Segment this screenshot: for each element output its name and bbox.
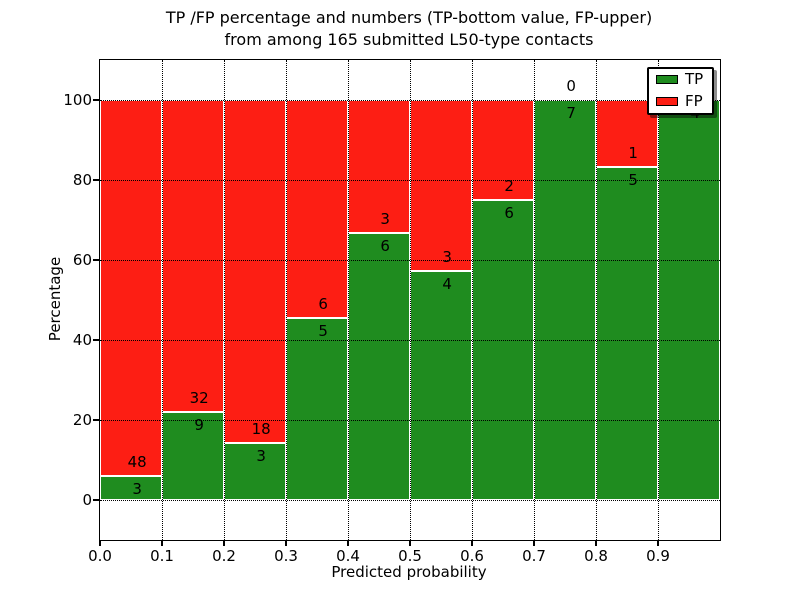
fp-count-label: 0 — [566, 77, 576, 95]
bar-segment-fp — [410, 100, 472, 272]
tp-count-label: 9 — [194, 416, 204, 435]
fp-count-label: 2 — [504, 177, 514, 195]
x-tick-label: 0.1 — [150, 547, 174, 565]
bar-segment-tp — [224, 442, 286, 500]
v-gridline — [410, 60, 411, 540]
tp-count-label: 6 — [380, 237, 390, 256]
bar-segment-tp — [596, 166, 658, 500]
x-tick — [161, 540, 163, 546]
v-gridline — [348, 60, 349, 540]
x-tick — [223, 540, 225, 546]
v-gridline — [596, 60, 597, 540]
chart-title: TP /FP percentage and numbers (TP-bottom… — [99, 7, 719, 51]
x-tick-label: 0.6 — [460, 547, 484, 565]
legend-label-tp: TP — [685, 70, 704, 88]
fp-count-label: 1 — [628, 143, 638, 162]
bar-segment-fp — [162, 100, 224, 413]
tp-count-label: 6 — [504, 204, 514, 222]
y-tick — [93, 259, 100, 261]
bar-segment-tp — [100, 476, 162, 500]
fp-count-label: 3 — [380, 210, 390, 229]
y-tick-label: 40 — [72, 331, 92, 349]
y-tick — [93, 179, 100, 181]
x-tick — [99, 540, 101, 546]
bar-segment-tp — [658, 100, 720, 500]
tp-count-label: 5 — [628, 170, 638, 189]
tp-count-label: 5 — [318, 322, 328, 341]
fp-count-label: 48 — [127, 453, 147, 472]
v-gridline — [286, 60, 287, 540]
legend-swatch-fp — [656, 97, 678, 106]
bar-segment-fp — [224, 100, 286, 443]
fp-count-label: 3 — [442, 248, 452, 267]
x-tick-label: 0.5 — [398, 547, 422, 565]
x-tick — [595, 540, 597, 546]
bar-segment-tp — [162, 412, 224, 500]
x-tick-label: 0.2 — [212, 547, 236, 565]
x-axis-label: Predicted probability — [331, 563, 487, 581]
y-tick-label: 100 — [63, 91, 92, 109]
x-tick-label: 0.4 — [336, 547, 360, 565]
bar-segment-fp — [286, 100, 348, 319]
x-tick-label: 0.3 — [274, 547, 298, 565]
v-gridline — [534, 60, 535, 540]
y-axis-label: Percentage — [46, 256, 64, 342]
y-tick — [93, 99, 100, 101]
bar-segment-tp — [286, 318, 348, 500]
y-tick-label: 0 — [82, 491, 92, 509]
bar-segment-fp — [348, 100, 410, 234]
bar-segment-tp — [348, 233, 410, 500]
x-tick-label: 0.0 — [88, 547, 112, 565]
bar-segment-tp — [472, 200, 534, 500]
y-tick-label: 20 — [72, 411, 92, 429]
bar-segment-fp — [472, 100, 534, 200]
x-tick — [347, 540, 349, 546]
v-gridline — [224, 60, 225, 540]
legend-swatch-tp — [656, 75, 678, 84]
y-tick-label: 80 — [72, 171, 92, 189]
x-tick — [657, 540, 659, 546]
fp-count-label: 32 — [189, 389, 209, 408]
tp-count-label: 4 — [442, 275, 452, 294]
fp-count-label: 6 — [318, 295, 328, 314]
y-tick-label: 60 — [72, 251, 92, 269]
x-tick — [285, 540, 287, 546]
bar-segment-tp — [534, 100, 596, 500]
v-gridline — [162, 60, 163, 540]
bar-segment-fp — [100, 100, 162, 477]
chart-title-line2: from among 165 submitted L50-type contac… — [224, 30, 594, 49]
legend: TP FP — [647, 67, 714, 115]
tp-count-label: 7 — [566, 104, 576, 122]
x-tick-label: 0.9 — [646, 547, 670, 565]
bar-segment-tp — [410, 271, 472, 500]
x-tick — [409, 540, 411, 546]
legend-label-fp: FP — [685, 92, 703, 110]
fp-count-label: 18 — [251, 419, 271, 438]
x-tick — [533, 540, 535, 546]
y-tick — [93, 419, 100, 421]
v-gridline — [472, 60, 473, 540]
plot-area: 48332918365363426071504 0204060801000.00… — [63, 59, 721, 565]
chart-title-line1: TP /FP percentage and numbers (TP-bottom… — [165, 8, 653, 27]
x-tick-label: 0.7 — [522, 547, 546, 565]
x-tick-label: 0.8 — [584, 547, 608, 565]
tp-count-label: 3 — [256, 446, 266, 465]
y-tick — [93, 499, 100, 501]
x-tick — [471, 540, 473, 546]
y-tick — [93, 339, 100, 341]
tp-count-label: 3 — [132, 480, 142, 499]
v-gridline — [658, 60, 659, 540]
